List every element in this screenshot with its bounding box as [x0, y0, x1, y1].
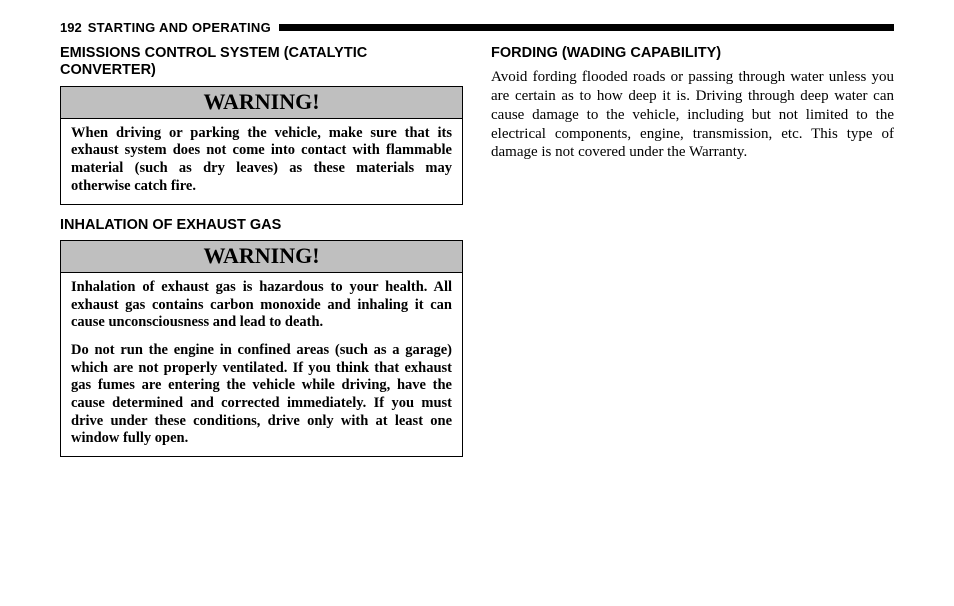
- content-columns: EMISSIONS CONTROL SYSTEM (CATALYTIC CONV…: [60, 45, 894, 463]
- page-number: 192: [60, 20, 82, 35]
- warning-title: WARNING!: [61, 87, 462, 119]
- warning-box-emissions: WARNING! When driving or parking the veh…: [60, 86, 463, 205]
- warning-box-inhalation: WARNING! Inhalation of exhaust gas is ha…: [60, 240, 463, 457]
- right-column: FORDING (WADING CAPABILITY) Avoid fordin…: [491, 45, 894, 463]
- fording-body: Avoid fording flooded roads or passing t…: [491, 68, 894, 162]
- warning-body: When driving or parking the vehicle, mak…: [61, 119, 462, 204]
- header-rule: [279, 24, 894, 31]
- left-column: EMISSIONS CONTROL SYSTEM (CATALYTIC CONV…: [60, 45, 463, 463]
- warning-body: Inhalation of exhaust gas is hazardous t…: [61, 273, 462, 456]
- header-section-title: STARTING AND OPERATING: [88, 20, 271, 35]
- warning-text-p1: Inhalation of exhaust gas is hazardous t…: [71, 279, 452, 332]
- page-header: 192 STARTING AND OPERATING: [60, 20, 894, 35]
- emissions-heading: EMISSIONS CONTROL SYSTEM (CATALYTIC CONV…: [60, 45, 463, 80]
- fording-heading: FORDING (WADING CAPABILITY): [491, 45, 894, 62]
- warning-text-p2: Do not run the engine in confined areas …: [71, 342, 452, 448]
- warning-text: When driving or parking the vehicle, mak…: [71, 125, 452, 196]
- inhalation-heading: INHALATION OF EXHAUST GAS: [60, 217, 463, 234]
- warning-title: WARNING!: [61, 241, 462, 273]
- manual-page: 192 STARTING AND OPERATING EMISSIONS CON…: [0, 0, 954, 483]
